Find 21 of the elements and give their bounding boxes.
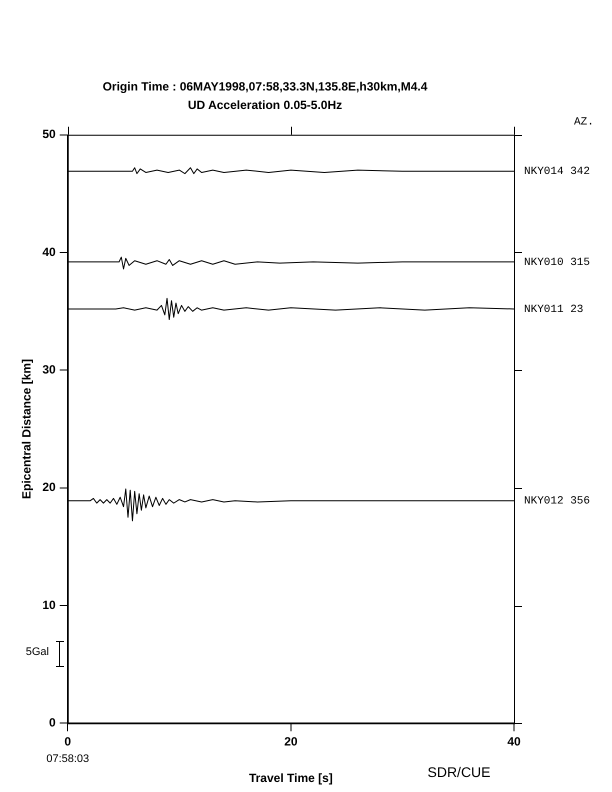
series-label: NKY011 23 <box>524 304 584 316</box>
x-tick-label: 20 <box>284 734 298 749</box>
chart-title: Origin Time : 06MAY1998,07:58,33.3N,135.8E,h30km,M4.4 <box>102 80 428 94</box>
y-tick-label: 10 <box>42 598 56 612</box>
y-tick-label: 50 <box>42 127 56 142</box>
x-tick-label: 0 <box>64 734 72 749</box>
y-tick-label: 20 <box>42 480 56 494</box>
text: 07:58:03 <box>46 753 90 766</box>
text: AZ. <box>574 116 594 129</box>
y-tick-label: 30 <box>42 362 56 376</box>
legend-label: NKY010 315 <box>524 256 590 269</box>
chart-subtitle: UD Acceleration 0.05-5.0Hz <box>188 98 342 112</box>
x-tick-label: 40 <box>507 734 521 749</box>
y-tick-label: 0 <box>49 716 56 730</box>
y-axis-title: Epicentral Distance [km] <box>20 358 34 500</box>
legend-label: NKY012 356 <box>524 496 590 508</box>
y-tick-label: 40 <box>42 244 56 259</box>
x-axis-title: Travel Time [s] <box>248 771 333 786</box>
text: 5Gal <box>26 646 49 658</box>
text: SDR/CUE <box>427 764 491 780</box>
series-label: NKY014 342 <box>524 166 590 178</box>
